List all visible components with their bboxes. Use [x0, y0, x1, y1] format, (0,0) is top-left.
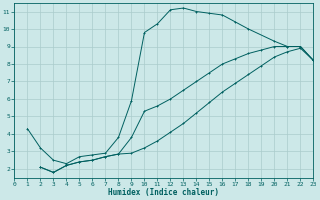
X-axis label: Humidex (Indice chaleur): Humidex (Indice chaleur): [108, 188, 220, 197]
